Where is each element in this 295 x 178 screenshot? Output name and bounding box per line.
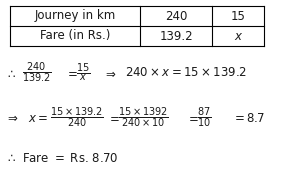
Text: Fare $=$ Rs. 8.70: Fare $=$ Rs. 8.70: [22, 151, 118, 164]
Text: $\frac{15 \times 1392}{240 \times 10}$: $\frac{15 \times 1392}{240 \times 10}$: [118, 106, 169, 130]
Text: $=$: $=$: [107, 111, 120, 124]
Text: $\frac{15 \times 139.2}{240}$: $\frac{15 \times 139.2}{240}$: [50, 106, 104, 130]
Text: $\frac{87}{10}$: $\frac{87}{10}$: [197, 106, 211, 130]
Text: Fare (in Rs.): Fare (in Rs.): [40, 30, 110, 43]
Text: $x =$: $x =$: [28, 111, 48, 124]
Text: $\therefore$: $\therefore$: [5, 67, 16, 80]
Text: 15: 15: [231, 9, 245, 22]
Text: $=$: $=$: [186, 111, 199, 124]
Text: $\frac{240}{139.2}$: $\frac{240}{139.2}$: [22, 61, 51, 85]
Text: $=$: $=$: [65, 67, 78, 80]
Text: Journey in km: Journey in km: [35, 9, 116, 22]
Text: $\Rightarrow$: $\Rightarrow$: [5, 111, 19, 124]
Text: $\Rightarrow$: $\Rightarrow$: [103, 67, 117, 80]
Text: $= 8.7$: $= 8.7$: [232, 111, 265, 124]
Text: x: x: [235, 30, 242, 43]
Text: $\frac{15}{x}$: $\frac{15}{x}$: [76, 62, 90, 85]
Text: 240: 240: [165, 9, 187, 22]
Text: $\therefore$: $\therefore$: [5, 151, 16, 164]
Text: 139.2: 139.2: [159, 30, 193, 43]
Text: $240 \times x = 15 \times 139.2$: $240 \times x = 15 \times 139.2$: [125, 67, 247, 80]
